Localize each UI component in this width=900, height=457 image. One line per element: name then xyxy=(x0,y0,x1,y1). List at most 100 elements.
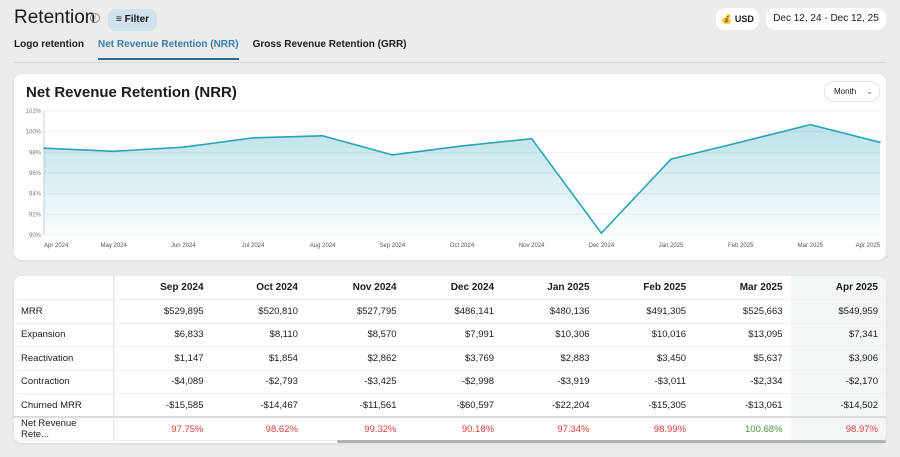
chevron-down-icon: ⌄ xyxy=(866,87,873,96)
data-point xyxy=(600,232,603,234)
y-tick-label: 100% xyxy=(26,130,42,136)
x-tick-label: Jul 2024 xyxy=(242,243,265,249)
nrr-chart: 90% 92% 94% 96% 98% 100% 102% Apr 2024 May 2024 J… xyxy=(26,109,881,249)
table-cell: -$3,425 xyxy=(305,370,405,394)
tab-grr[interactable]: Gross Revenue Retention (GRR) xyxy=(252,39,407,50)
chart-card: Net Revenue Retention (NRR) Month ⌄ 90% 92… xyxy=(14,74,886,260)
period-select[interactable]: Month ⌄ xyxy=(824,81,880,102)
table-cell: -$2,170 xyxy=(790,370,886,394)
column-header: Nov 2024 xyxy=(305,276,405,300)
table-cell: $10,306 xyxy=(502,323,598,347)
table-cell: -$2,793 xyxy=(211,370,306,394)
divider xyxy=(14,62,886,63)
x-tick-label: Nov 2024 xyxy=(519,243,545,249)
table-cell: $525,663 xyxy=(694,299,791,324)
table-row: Churned MRR -$15,585 -$14,467 -$11,561 -$60,… xyxy=(14,393,886,418)
x-tick-label: Jan 2025 xyxy=(659,243,684,249)
currency-button[interactable]: 💰 USD xyxy=(716,8,759,30)
y-tick-label: 92% xyxy=(29,212,42,218)
table-cell: 97.75% xyxy=(113,416,212,441)
table-cell: -$3,011 xyxy=(597,370,695,394)
period-value: Month xyxy=(834,87,857,96)
table-cell: $1,147 xyxy=(113,346,212,371)
row-label: Net Revenue Rete... xyxy=(14,416,114,441)
table-cell: $480,136 xyxy=(502,299,598,324)
table-cell: $7,991 xyxy=(404,323,503,347)
table-cell: -$13,061 xyxy=(694,393,791,418)
data-point xyxy=(530,137,533,140)
column-header: Oct 2024 xyxy=(211,276,306,300)
table-row: Expansion $6,833 $8,110 $8,570 $7,991 $10,306… xyxy=(14,323,886,347)
x-tick-label: Jun 2024 xyxy=(171,243,196,249)
currency-label: USD xyxy=(734,14,754,24)
y-tick-label: 94% xyxy=(29,192,42,198)
table-cell: $529,895 xyxy=(113,299,212,324)
data-point xyxy=(252,137,254,139)
table-row: MRR $529,895 $520,810 $527,795 $486,141 $480,… xyxy=(14,299,886,324)
x-tick-label: Feb 2025 xyxy=(728,243,754,249)
x-tick-label: Apr 2025 xyxy=(856,243,881,249)
filter-label: Filter xyxy=(124,14,150,25)
table-cell: $8,570 xyxy=(305,323,405,347)
data-point xyxy=(112,150,115,153)
table-cell: $7,341 xyxy=(790,323,886,347)
info-icon[interactable]: i xyxy=(90,13,100,23)
table-cell: $13,095 xyxy=(694,323,791,347)
table-cell: 98.99% xyxy=(597,416,695,441)
table-cell: $2,862 xyxy=(305,346,405,371)
table-cell: $549,959 xyxy=(790,299,886,324)
column-header: Apr 2025 xyxy=(790,276,886,300)
table-cell: $3,769 xyxy=(404,346,503,371)
nrr-table: Sep 2024 Oct 2024 Nov 2024 Dec 2024 Jan 2025… xyxy=(14,276,886,441)
tab-nrr[interactable]: Net Revenue Retention (NRR) xyxy=(98,39,239,60)
column-header: Jan 2025 xyxy=(502,276,598,300)
table-cell: 99.32% xyxy=(305,416,405,441)
table-row: Net Revenue Rete... 97.75% 98.62% 99.32% 90.… xyxy=(14,416,886,441)
column-header: Dec 2024 xyxy=(404,276,503,300)
filter-button[interactable]: ≡ Filter xyxy=(108,9,158,31)
row-label: Contraction xyxy=(14,370,114,394)
table-cell: -$15,305 xyxy=(597,393,695,418)
data-point xyxy=(670,158,672,160)
table-cell: $486,141 xyxy=(404,299,503,324)
x-tick-label: Sep 2024 xyxy=(379,243,405,249)
data-point xyxy=(321,135,324,137)
table-cell: $491,305 xyxy=(597,299,695,324)
data-point xyxy=(809,123,812,126)
table-row: Reactivation $1,147 $1,854 $2,862 $3,769 $2,8… xyxy=(14,346,886,371)
table-cell: 98.97% xyxy=(790,416,886,441)
x-tick-label: Oct 2024 xyxy=(450,243,475,249)
data-point xyxy=(461,145,463,147)
table-cell: 98.62% xyxy=(211,416,306,441)
row-label: Churned MRR xyxy=(14,393,114,418)
table-row: Contraction -$4,089 -$2,793 -$3,425 -$2,998-… xyxy=(14,370,886,394)
table-cell: -$4,089 xyxy=(113,370,212,394)
column-header: Mar 2025 xyxy=(694,276,791,300)
page-title: Retention xyxy=(14,7,96,28)
data-point xyxy=(182,146,185,148)
table-cell: -$11,561 xyxy=(305,393,405,418)
table-cell: $3,906 xyxy=(790,346,886,371)
table-cell: $3,450 xyxy=(597,346,695,371)
tab-bar: Logo retention Net Revenue Retention (NR… xyxy=(14,39,407,60)
y-tick-label: 102% xyxy=(26,109,42,115)
table-cell: -$60,597 xyxy=(404,393,503,418)
filter-icon: ≡ xyxy=(116,14,125,25)
x-tick-label: Apr 2024 xyxy=(44,243,69,249)
data-point xyxy=(879,141,881,144)
row-label: Reactivation xyxy=(14,346,114,371)
column-header: Feb 2025 xyxy=(597,276,695,300)
x-tick-label: Mar 2025 xyxy=(798,243,824,249)
corner-cell xyxy=(14,276,114,300)
data-point xyxy=(739,141,742,143)
table-cell: $6,833 xyxy=(113,323,212,347)
tab-logo-retention[interactable]: Logo retention xyxy=(14,39,84,50)
table-cell: -$14,502 xyxy=(790,393,886,418)
table-cell: $527,795 xyxy=(305,299,405,324)
date-range-picker[interactable]: Dec 12, 24 - Dec 12, 25 xyxy=(766,8,886,30)
horizontal-scrollbar[interactable] xyxy=(337,440,886,443)
nrr-table-card: Sep 2024 Oct 2024 Nov 2024 Dec 2024 Jan 2025… xyxy=(14,276,886,443)
table-cell: -$3,919 xyxy=(502,370,598,394)
data-point xyxy=(43,147,45,149)
y-tick-label: 90% xyxy=(29,233,42,239)
